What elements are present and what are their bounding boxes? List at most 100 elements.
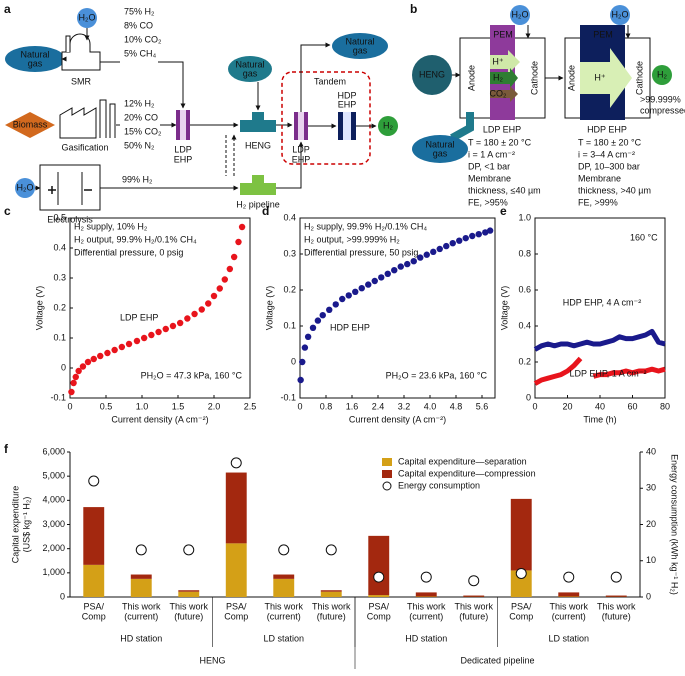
energy-marker <box>421 572 431 582</box>
y-axis-label: (US$ kg⁻¹ H₂) <box>21 497 31 553</box>
y-tick-label: 0 <box>526 392 531 402</box>
legend-marker <box>383 482 391 490</box>
data-point <box>411 258 417 264</box>
data-point <box>385 271 391 277</box>
condition-label: PH₂O = 23.6 kPa, 160 °C <box>386 370 488 380</box>
data-point <box>305 334 311 340</box>
bar-segment <box>321 590 342 591</box>
data-point <box>417 254 423 260</box>
y-tick-label: 5,000 <box>42 471 65 481</box>
diagram-label: PEM <box>593 29 613 39</box>
spec-line: T = 180 ± 20 °C <box>468 137 532 147</box>
spec-line: Membrane <box>468 173 511 183</box>
y-tick-label: 0.1 <box>53 332 66 342</box>
data-point <box>134 338 140 344</box>
diagram-label: Tandem <box>314 76 346 86</box>
y-tick-label: 0.2 <box>518 356 531 366</box>
bar-segment <box>416 592 437 596</box>
y-tick-label: 0.2 <box>283 284 296 294</box>
data-point <box>359 285 365 291</box>
data-point <box>205 300 211 306</box>
x-tick-label: 4.8 <box>450 401 463 411</box>
bar-segment <box>178 590 199 591</box>
spec-line: i = 3–4 A cm⁻² <box>578 149 635 159</box>
y-axis-label: Voltage (V) <box>34 286 44 331</box>
data-point <box>398 263 404 269</box>
x-tick-label: 0.8 <box>320 401 333 411</box>
bar-segment <box>226 543 247 597</box>
bar-segment <box>511 499 532 571</box>
annotation: H₂ supply, 10% H₂ <box>74 221 148 231</box>
annotation: H₂ supply, 99.9% H₂/0.1% CH₄ <box>304 221 427 231</box>
diagram-label: HDP EHP <box>587 124 627 134</box>
data-point <box>91 356 97 362</box>
y2-tick-label: 30 <box>646 483 656 493</box>
diagram-label: EHP <box>338 99 357 109</box>
bar-segment <box>606 596 627 597</box>
data-line <box>535 331 665 349</box>
energy-marker <box>184 545 194 555</box>
x-tick-label: (current) <box>552 611 586 621</box>
data-point <box>85 359 91 365</box>
energy-marker <box>469 576 479 586</box>
panel-label: f <box>4 442 9 456</box>
x-tick-label: PSA/ <box>226 601 247 611</box>
y-tick-label: 1,000 <box>42 567 65 577</box>
spec-line: DP, 10–300 bar <box>578 161 640 171</box>
x-tick-label: This work <box>122 601 161 611</box>
data-point <box>227 266 233 272</box>
bar-segment <box>368 536 389 595</box>
x-tick-label: 80 <box>660 401 670 411</box>
group-label: LD station <box>548 633 589 643</box>
energy-marker <box>516 568 526 578</box>
data-point <box>199 306 205 312</box>
bar-segment <box>131 579 152 597</box>
y2-tick-label: 20 <box>646 519 656 529</box>
x-tick-label: 0 <box>297 401 302 411</box>
series-label: HDP EHP <box>330 322 370 332</box>
diagram-label: H⁺ <box>492 56 503 66</box>
bar-segment <box>463 596 484 597</box>
electrode-label: Anode <box>466 65 476 91</box>
data-point <box>365 281 371 287</box>
annotation: H₂ output, 99.9% H₂/0.1% CH₄ <box>74 234 197 244</box>
data-point <box>424 252 430 258</box>
y-tick-label: 3,000 <box>42 519 65 529</box>
x-tick-label: 2.0 <box>208 401 221 411</box>
supergroup-label: HENG <box>199 655 225 665</box>
diagram-label: H₂ <box>493 72 503 82</box>
data-point <box>339 296 345 302</box>
x-tick-label: 2.4 <box>372 401 385 411</box>
x-tick-label: 2.5 <box>244 401 257 411</box>
diagram-label: 75% H₂ <box>124 6 155 16</box>
bar-segment <box>226 473 247 544</box>
diagram-label: compressed <box>640 105 685 115</box>
y-tick-label: 0.6 <box>518 284 531 294</box>
annotation: H₂ output, >99.999% H₂ <box>304 234 400 244</box>
data-point <box>239 224 245 230</box>
x-tick-label: 1.0 <box>136 401 149 411</box>
diagram-label: H₂O <box>79 12 96 22</box>
x-tick-label: 40 <box>595 401 605 411</box>
data-point <box>378 274 384 280</box>
group-label: LD station <box>263 633 304 643</box>
group-label: HD station <box>120 633 162 643</box>
legend-label: Capital expenditure—separation <box>398 456 527 466</box>
data-point <box>391 267 397 273</box>
diagram-label: H₂ <box>383 120 393 130</box>
diagram-label: gas <box>353 45 368 55</box>
panel-label: a <box>4 2 11 16</box>
data-point <box>333 301 339 307</box>
x-tick-label: 1.5 <box>172 401 185 411</box>
x-tick-label: 5.6 <box>476 401 489 411</box>
y-tick-label: 0.4 <box>53 242 66 252</box>
x-tick-label: 20 <box>562 401 572 411</box>
y-tick-label: 0 <box>61 362 66 372</box>
data-point <box>437 246 443 252</box>
diagram-label: 8% CO <box>124 20 153 30</box>
x-tick-label: This work <box>264 601 303 611</box>
y-tick-label: 6,000 <box>42 446 65 456</box>
data-point <box>111 347 117 353</box>
series-label: LDP EHP, 1 A cm⁻² <box>570 368 647 378</box>
diagram-label: H₂O <box>17 182 34 192</box>
